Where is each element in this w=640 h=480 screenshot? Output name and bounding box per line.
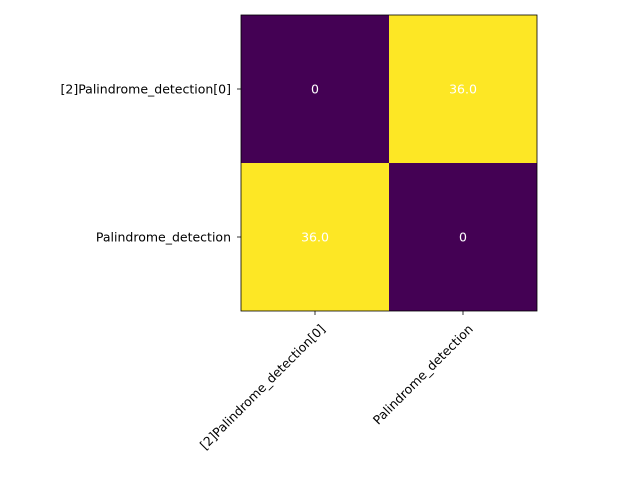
y-tick-label-1: Palindrome_detection xyxy=(96,230,231,245)
heatmap-cell-r1-c0 xyxy=(241,163,389,311)
cell-value-label-r0-c0: 0 xyxy=(311,82,319,97)
heatmap-cell-r0-c1 xyxy=(389,15,537,163)
cell-value-label-r0-c1: 36.0 xyxy=(449,82,477,97)
cell-annotations: 0 36.0 36.0 0 xyxy=(301,82,477,245)
heatmap-cells xyxy=(241,15,537,311)
y-tick-label-0: [2]Palindrome_detection[0] xyxy=(60,82,231,97)
y-axis-ticks: [2]Palindrome_detection[0] Palindrome_det… xyxy=(60,82,241,245)
cell-value-label-r1-c0: 36.0 xyxy=(301,230,329,245)
cell-value-label-r1-c1: 0 xyxy=(459,230,467,245)
heatmap-cell-r0-c0 xyxy=(241,15,389,163)
heatmap-cell-r1-c1 xyxy=(389,163,537,311)
plot-frame xyxy=(240,14,538,312)
